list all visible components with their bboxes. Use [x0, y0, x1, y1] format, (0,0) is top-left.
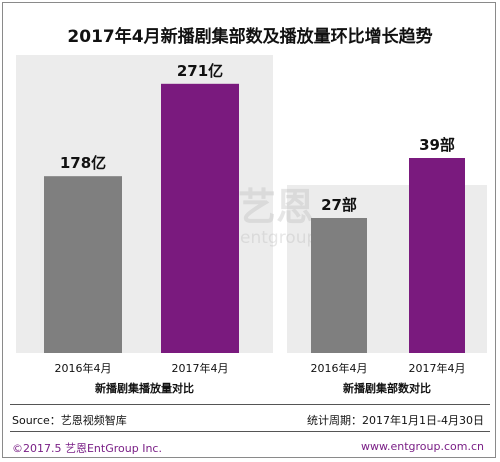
- category-label-views-0: 2016年4月: [55, 361, 112, 375]
- category-label-count-0: 2016年4月: [311, 361, 368, 375]
- footer-website: www.entgroup.com.cn: [361, 440, 484, 453]
- chart-title: 2017年4月新播剧集部数及播放量环比增长趋势: [67, 27, 433, 47]
- source-text: Source：艺恩视频智库: [12, 414, 127, 427]
- source-divider-top: [10, 404, 490, 405]
- data-label-views-0: 178亿: [60, 154, 106, 172]
- bar-views-1: [161, 83, 239, 353]
- bar-count-0: [311, 218, 367, 353]
- watermark-cn: 艺恩: [238, 185, 314, 229]
- source-divider-bottom: [10, 431, 490, 432]
- bar-views-0: [44, 176, 122, 353]
- axis-label-views: 新播剧集播放量对比: [95, 381, 194, 395]
- axis-label-count: 新播剧集部数对比: [343, 381, 431, 395]
- bar-count-1: [409, 158, 465, 353]
- data-label-count-1: 39部: [419, 136, 455, 154]
- category-label-count-1: 2017年4月: [409, 361, 466, 375]
- footer-copyright: ©2017.5 艺恩EntGroup Inc.: [12, 442, 162, 455]
- category-label-views-1: 2017年4月: [172, 361, 229, 375]
- data-label-views-1: 271亿: [177, 62, 223, 80]
- period-text: 统计周期：2017年1月1日-4月30日: [307, 414, 484, 427]
- watermark-en: entgroup: [240, 228, 317, 248]
- data-label-count-0: 27部: [321, 196, 357, 214]
